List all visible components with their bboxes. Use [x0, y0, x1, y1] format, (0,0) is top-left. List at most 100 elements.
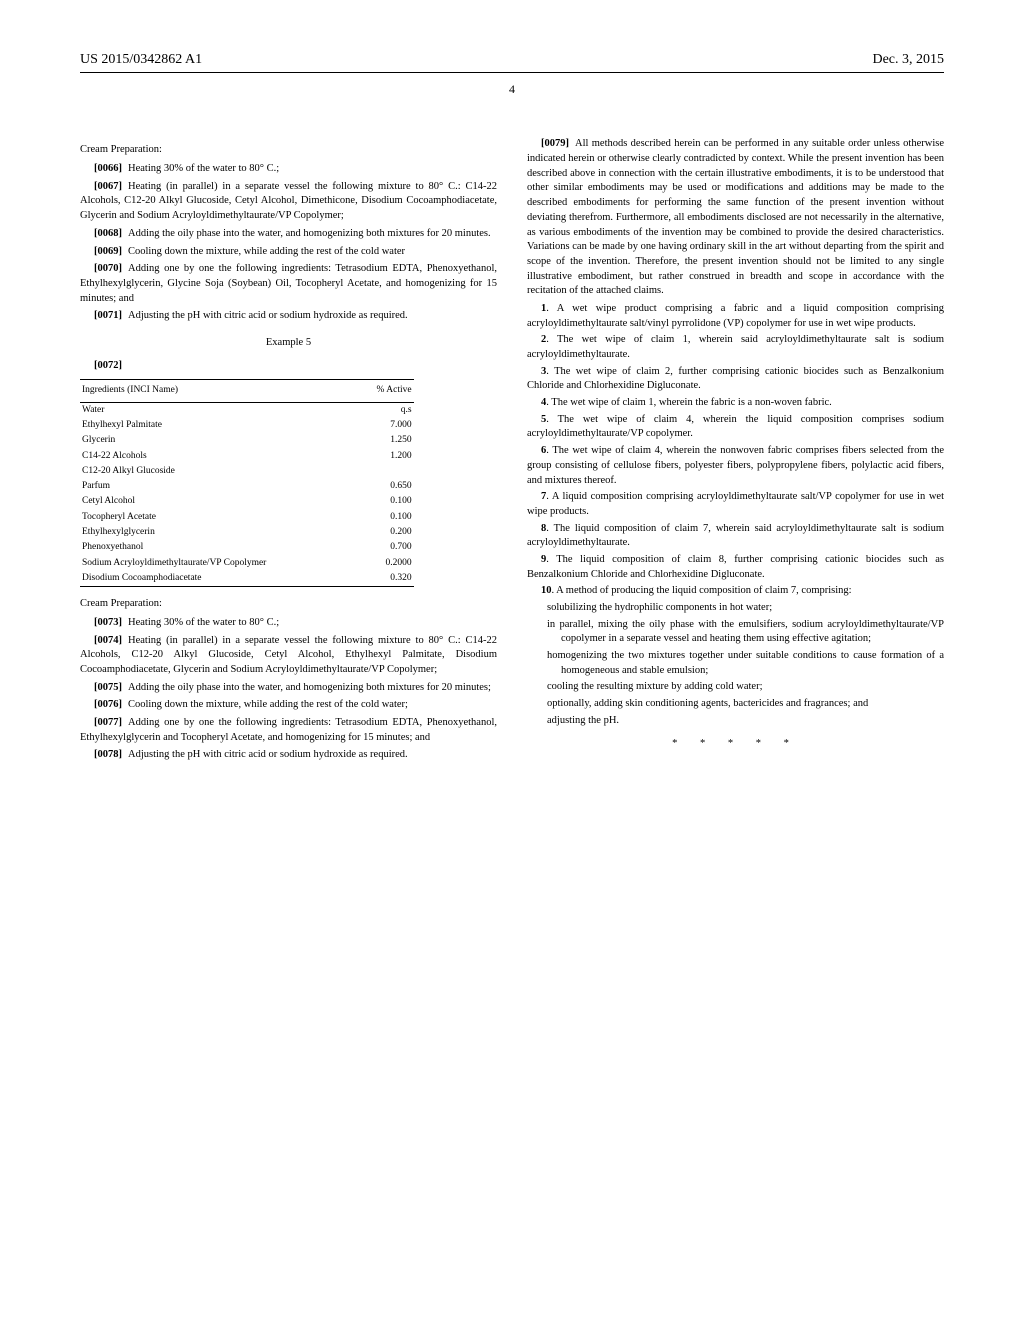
para-num: [0067] [94, 181, 122, 192]
claim-3: 3. The wet wipe of claim 2, further comp… [527, 365, 944, 394]
para-num: [0072] [94, 360, 122, 371]
table-row: Tocopheryl Acetate0.100 [80, 510, 414, 525]
table-row: Disodium Cocoamphodiacetate0.320 [80, 571, 414, 587]
para-0070: [0070]Adding one by one the following in… [80, 262, 497, 306]
para-0079: [0079]All methods described herein can b… [527, 137, 944, 299]
para-0072: [0072] [80, 359, 497, 374]
para-text: Heating 30% of the water to 80° C.; [128, 617, 279, 628]
cell-value: 0.2000 [356, 556, 413, 571]
para-0071: [0071] Adjusting the pH with citric acid … [80, 309, 497, 324]
para-text: All methods described herein can be perf… [527, 138, 944, 296]
para-text: Heating 30% of the water to 80° C.; [128, 163, 279, 174]
para-num: [0076] [94, 699, 122, 710]
claim-1: 1. A wet wipe product comprising a fabri… [527, 302, 944, 331]
claim-text: . The wet wipe of claim 1, wherein said … [527, 334, 944, 360]
cell-value: 0.700 [356, 540, 413, 555]
left-column: Cream Preparation: [0066] Heating 30% of … [80, 137, 497, 766]
claim-10-sub: in parallel, mixing the oily phase with … [561, 618, 944, 647]
para-text: Adding one by one the following ingredie… [80, 263, 497, 303]
claim-6: 6. The wet wipe of claim 4, wherein the … [527, 444, 944, 488]
para-num: [0071] [94, 310, 122, 321]
table-row: C14-22 Alcohols1.200 [80, 449, 414, 464]
table-row: C12-20 Alkyl Glucoside [80, 464, 414, 479]
cell-ingredient: Ethylhexyl Palmitate [80, 418, 356, 433]
claim-text: . A method of producing the liquid compo… [552, 585, 852, 596]
claim-text: . A wet wipe product comprising a fabric… [527, 303, 944, 329]
para-0067: [0067]Heating (in parallel) in a separat… [80, 180, 497, 224]
para-text: Adding the oily phase into the water, an… [128, 228, 491, 239]
claim-10-sub: optionally, adding skin conditioning age… [561, 697, 944, 712]
page-number: 4 [80, 81, 944, 98]
cell-ingredient: Disodium Cocoamphodiacetate [80, 571, 356, 587]
table-header-active: % Active [356, 380, 413, 402]
para-0078: [0078] Adjusting the pH with citric acid … [80, 748, 497, 763]
cell-ingredient: Phenoxyethanol [80, 540, 356, 555]
cell-value: 0.100 [356, 494, 413, 509]
table-row: Waterq.s [80, 402, 414, 418]
claim-text: . A liquid composition comprising acrylo… [527, 491, 944, 517]
claim-num: 10 [541, 585, 552, 596]
claim-10-sub: adjusting the pH. [547, 714, 944, 729]
para-text: Adjusting the pH with citric acid or sod… [128, 749, 408, 760]
cell-ingredient: Cetyl Alcohol [80, 494, 356, 509]
para-num: [0075] [94, 682, 122, 693]
claim-text: . The wet wipe of claim 2, further compr… [527, 366, 944, 392]
claim-4: 4. The wet wipe of claim 1, wherein the … [527, 396, 944, 411]
claim-text: . The liquid composition of claim 7, whe… [527, 523, 944, 549]
cell-ingredient: Glycerin [80, 433, 356, 448]
two-column-layout: Cream Preparation: [0066] Heating 30% of … [80, 137, 944, 766]
para-text: Heating (in parallel) in a separate vess… [80, 635, 497, 675]
para-num: [0066] [94, 163, 122, 174]
cell-value: 0.650 [356, 479, 413, 494]
section-title: Cream Preparation: [80, 597, 497, 612]
claim-10-sub: cooling the resulting mixture by adding … [547, 680, 944, 695]
cell-value: 7.000 [356, 418, 413, 433]
example-label: Example 5 [80, 336, 497, 351]
claim-text: . The wet wipe of claim 4, wherein the l… [527, 414, 944, 440]
cell-value: 1.200 [356, 449, 413, 464]
claim-text: . The wet wipe of claim 4, wherein the n… [527, 445, 944, 485]
claim-text: . The wet wipe of claim 1, wherein the f… [546, 397, 832, 408]
table-row: Cetyl Alcohol0.100 [80, 494, 414, 509]
para-text: Cooling down the mixture, while adding t… [128, 699, 408, 710]
table-row: Ethylhexyl Palmitate7.000 [80, 418, 414, 433]
claim-7: 7. A liquid composition comprising acryl… [527, 490, 944, 519]
cell-value: q.s [356, 402, 413, 418]
cell-value: 0.320 [356, 571, 413, 587]
para-num: [0079] [541, 138, 569, 149]
table-row: Ethylhexylglycerin0.200 [80, 525, 414, 540]
para-0075: [0075]Adding the oily phase into the wat… [80, 681, 497, 696]
para-0076: [0076] Cooling down the mixture, while ad… [80, 698, 497, 713]
para-num: [0069] [94, 246, 122, 257]
cell-ingredient: Parfum [80, 479, 356, 494]
para-num: [0070] [94, 263, 122, 274]
doc-id: US 2015/0342862 A1 [80, 50, 202, 70]
table-row: Sodium Acryloyldimethyltaurate/VP Copoly… [80, 556, 414, 571]
para-num: [0073] [94, 617, 122, 628]
ingredients-table: Ingredients (INCI Name) % Active Waterq.… [80, 379, 414, 587]
end-stars: * * * * * [527, 737, 944, 752]
para-0066: [0066] Heating 30% of the water to 80° C.… [80, 162, 497, 177]
claim-10-sub: homogenizing the two mixtures together u… [561, 649, 944, 678]
cell-value: 0.200 [356, 525, 413, 540]
claim-text: . The liquid composition of claim 8, fur… [527, 554, 944, 580]
cell-value [356, 464, 413, 479]
para-text: Adjusting the pH with citric acid or sod… [128, 310, 408, 321]
para-text: Cooling down the mixture, while adding t… [128, 246, 405, 257]
claim-8: 8. The liquid composition of claim 7, wh… [527, 522, 944, 551]
cell-value: 1.250 [356, 433, 413, 448]
claim-10-sub: solubilizing the hydrophilic components … [547, 601, 944, 616]
cell-ingredient: Tocopheryl Acetate [80, 510, 356, 525]
table-row: Parfum0.650 [80, 479, 414, 494]
doc-date: Dec. 3, 2015 [872, 50, 944, 70]
cell-ingredient: Sodium Acryloyldimethyltaurate/VP Copoly… [80, 556, 356, 571]
para-0074: [0074]Heating (in parallel) in a separat… [80, 634, 497, 678]
para-num: [0077] [94, 717, 122, 728]
right-column: [0079]All methods described herein can b… [527, 137, 944, 766]
section-title: Cream Preparation: [80, 143, 497, 158]
table-row: Glycerin1.250 [80, 433, 414, 448]
cell-value: 0.100 [356, 510, 413, 525]
claim-9: 9. The liquid composition of claim 8, fu… [527, 553, 944, 582]
para-num: [0078] [94, 749, 122, 760]
cell-ingredient: Water [80, 402, 356, 418]
